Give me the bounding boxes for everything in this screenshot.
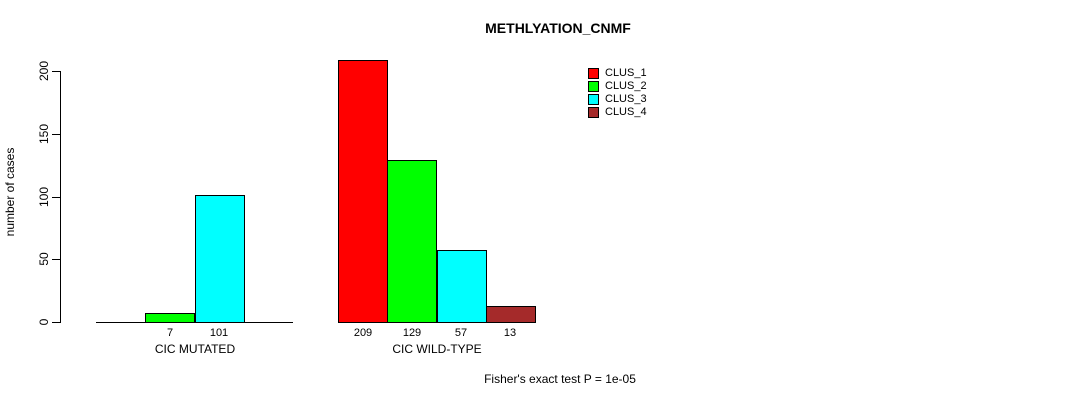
x-group-label: CIC WILD-TYPE xyxy=(392,342,482,356)
legend-swatch-clus_2 xyxy=(588,81,599,92)
y-axis-tick-label: 0 xyxy=(37,318,51,326)
y-axis-tick xyxy=(52,71,60,72)
y-axis-line xyxy=(60,71,61,323)
y-axis-tick xyxy=(52,134,60,135)
y-axis-tick-label: 150 xyxy=(37,123,51,145)
bar-clus_1-wild-type xyxy=(338,60,388,323)
bar-value-label: 57 xyxy=(454,327,468,339)
bar-clus_2-wild-type xyxy=(387,160,437,323)
bar-clus_3-wild-type xyxy=(437,250,487,323)
legend-label: CLUS_4 xyxy=(605,106,647,118)
y-axis-label: number of cases xyxy=(3,147,17,237)
bar-value-label: 129 xyxy=(402,327,422,339)
bar-clus_4-wild-type xyxy=(486,306,536,323)
bar-value-label: 101 xyxy=(209,327,229,339)
y-axis-tick xyxy=(52,259,60,260)
x-group-label: CIC MUTATED xyxy=(154,342,236,356)
bar-clus_2-mutated xyxy=(145,313,195,323)
bar-value-label: 209 xyxy=(353,327,373,339)
legend-swatch-clus_4 xyxy=(588,107,599,118)
y-axis-tick-label: 200 xyxy=(37,60,51,82)
chart-title: METHLYATION_CNMF xyxy=(485,20,631,36)
y-axis-tick xyxy=(52,197,60,198)
legend-label: CLUS_3 xyxy=(605,93,647,105)
y-axis-tick-label: 100 xyxy=(37,186,51,208)
bar-value-label: 13 xyxy=(503,327,517,339)
bar-value-label: 7 xyxy=(166,327,174,339)
y-axis-tick xyxy=(52,322,60,323)
legend-swatch-clus_3 xyxy=(588,94,599,105)
fisher-test-annotation: Fisher's exact test P = 1e-05 xyxy=(484,372,636,386)
legend-swatch-clus_1 xyxy=(588,68,599,79)
legend-label: CLUS_2 xyxy=(605,80,647,92)
y-axis-tick-label: 50 xyxy=(37,252,51,266)
legend-label: CLUS_1 xyxy=(605,67,647,79)
bar-clus_3-mutated xyxy=(195,195,245,323)
